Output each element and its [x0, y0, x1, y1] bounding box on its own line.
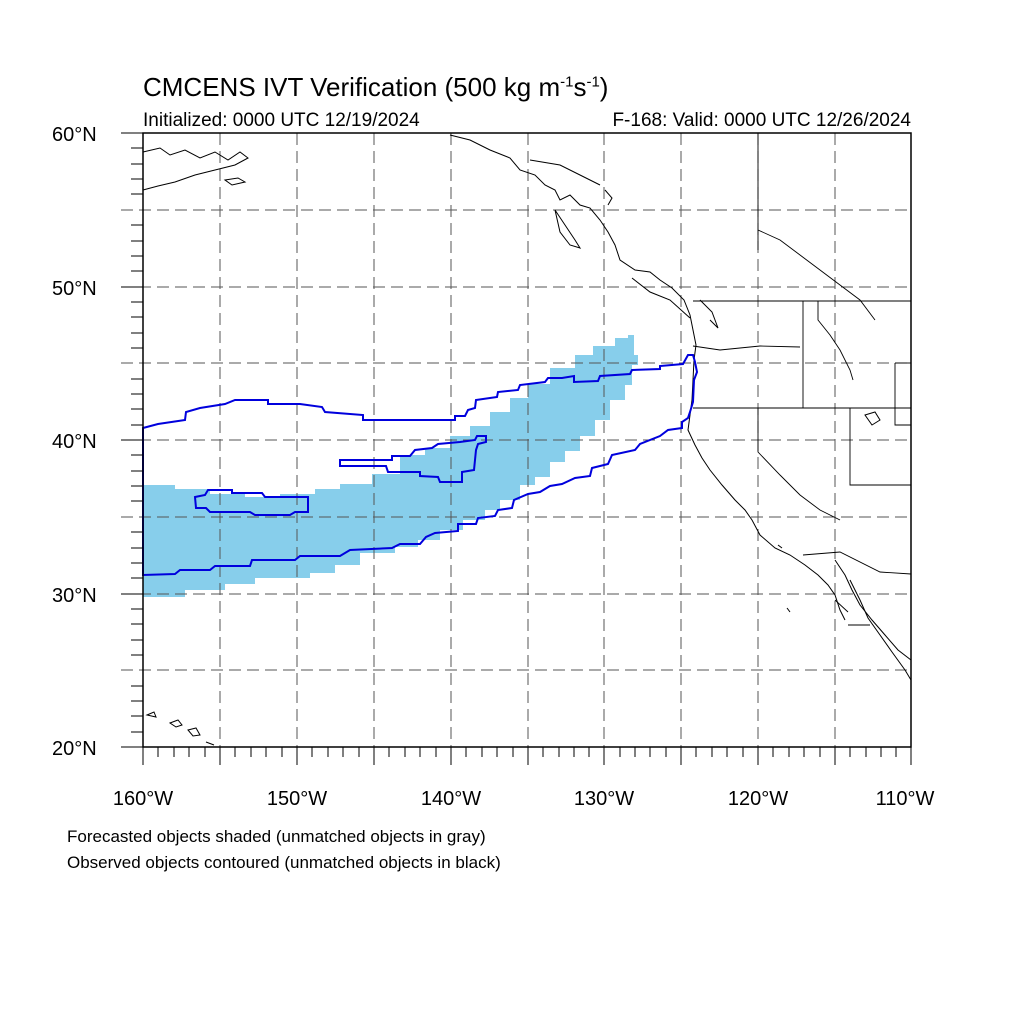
- caption-observed: Observed objects contoured (unmatched ob…: [67, 853, 501, 872]
- forecast-ivt-object: [143, 335, 638, 597]
- baja-inner: [849, 579, 912, 681]
- lat-label-20n: 20°N: [52, 738, 97, 760]
- lon-label-110w: 110°W: [876, 788, 935, 810]
- hawaii-islands: [145, 711, 215, 746]
- lat-labels: 60°N 50°N 40°N 30°N 20°N: [52, 124, 97, 760]
- lon-label-140w: 140°W: [421, 788, 481, 810]
- lon-label-150w: 150°W: [267, 788, 327, 810]
- lon-label-160w: 160°W: [113, 788, 173, 810]
- lat-label-40n: 40°N: [52, 431, 97, 453]
- map-title: CMCENS IVT Verification (500 kg m-1s-1): [143, 72, 609, 102]
- axis-ticks: [121, 132, 912, 765]
- canada-coast-islands: [554, 209, 582, 249]
- alaska-coast: [142, 147, 249, 191]
- lon-label-120w: 120°W: [728, 788, 788, 810]
- ca-nv-border: [757, 408, 841, 521]
- lat-label-30n: 30°N: [52, 585, 97, 607]
- caption-forecast: Forecasted objects shaded (unmatched obj…: [67, 827, 486, 846]
- valid-time-label: F-168: Valid: 0000 UTC 12/26/2024: [612, 110, 911, 131]
- observed-object-large: [142, 354, 699, 577]
- observed-object-small: [193, 489, 309, 516]
- init-time-label: Initialized: 0000 UTC 12/19/2024: [143, 110, 420, 131]
- lon-label-130w: 130°W: [574, 788, 634, 810]
- lon-labels: 160°W 150°W 140°W 130°W 120°W 110°W: [113, 788, 935, 810]
- lat-label-50n: 50°N: [52, 278, 97, 300]
- observed-object-mid: [339, 435, 487, 483]
- us-mexico-border: [802, 551, 912, 575]
- political-boundaries: [692, 133, 912, 626]
- observed-objects-contoured: [142, 354, 699, 577]
- lat-label-60n: 60°N: [52, 124, 97, 146]
- forecast-object-shaded: [143, 335, 638, 597]
- alaska-islands: [223, 177, 247, 186]
- graticule: [121, 133, 911, 747]
- coastlines: [142, 134, 912, 746]
